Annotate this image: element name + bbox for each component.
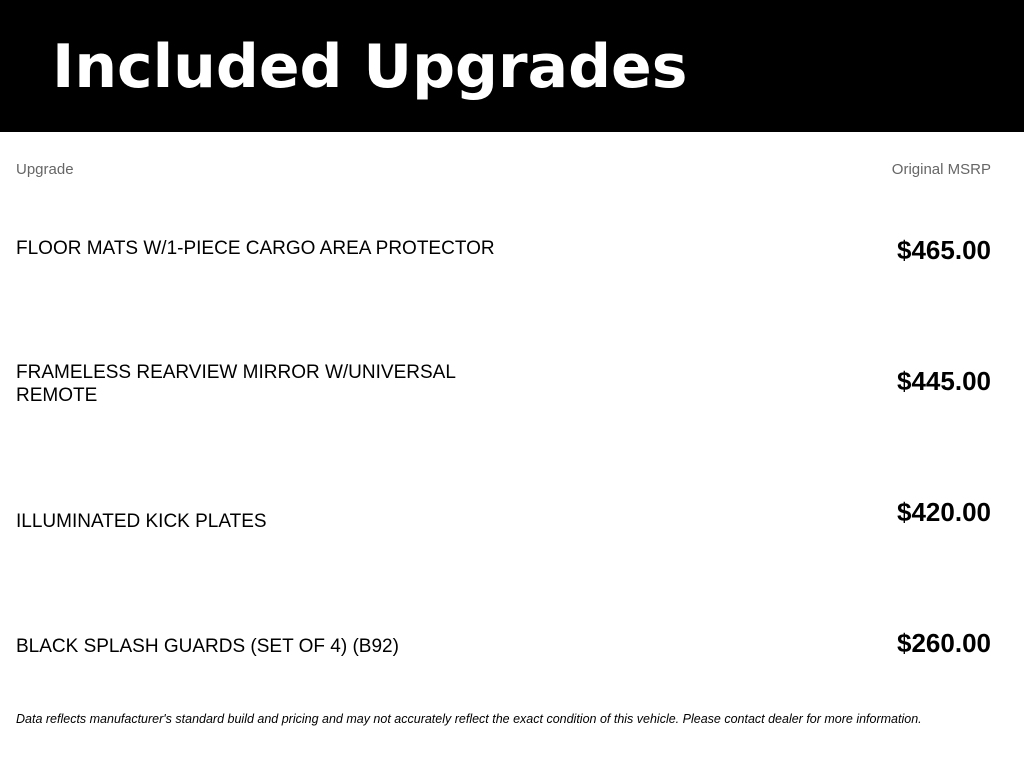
upgrade-name: FRAMELESS REARVIEW MIRROR W/UNIVERSAL RE… [16,362,456,406]
disclaimer: Data reflects manufacturer's standard bu… [16,712,922,726]
upgrade-name: ILLUMINATED KICK PLATES [16,511,267,532]
upgrade-price: $260.00 [897,628,991,658]
page-title: Included Upgrades [52,32,688,102]
upgrade-name: FLOOR MATS W/1-PIECE CARGO AREA PROTECTO… [16,238,495,259]
column-header-upgrade: Upgrade [16,161,74,178]
header-banner: Included Upgrades [0,0,1024,132]
upgrade-price: $465.00 [897,235,991,265]
upgrade-name: BLACK SPLASH GUARDS (SET OF 4) (B92) [16,636,399,657]
upgrade-price: $420.00 [897,497,991,527]
upgrade-price: $445.00 [897,366,991,396]
column-header-msrp: Original MSRP [891,161,991,178]
